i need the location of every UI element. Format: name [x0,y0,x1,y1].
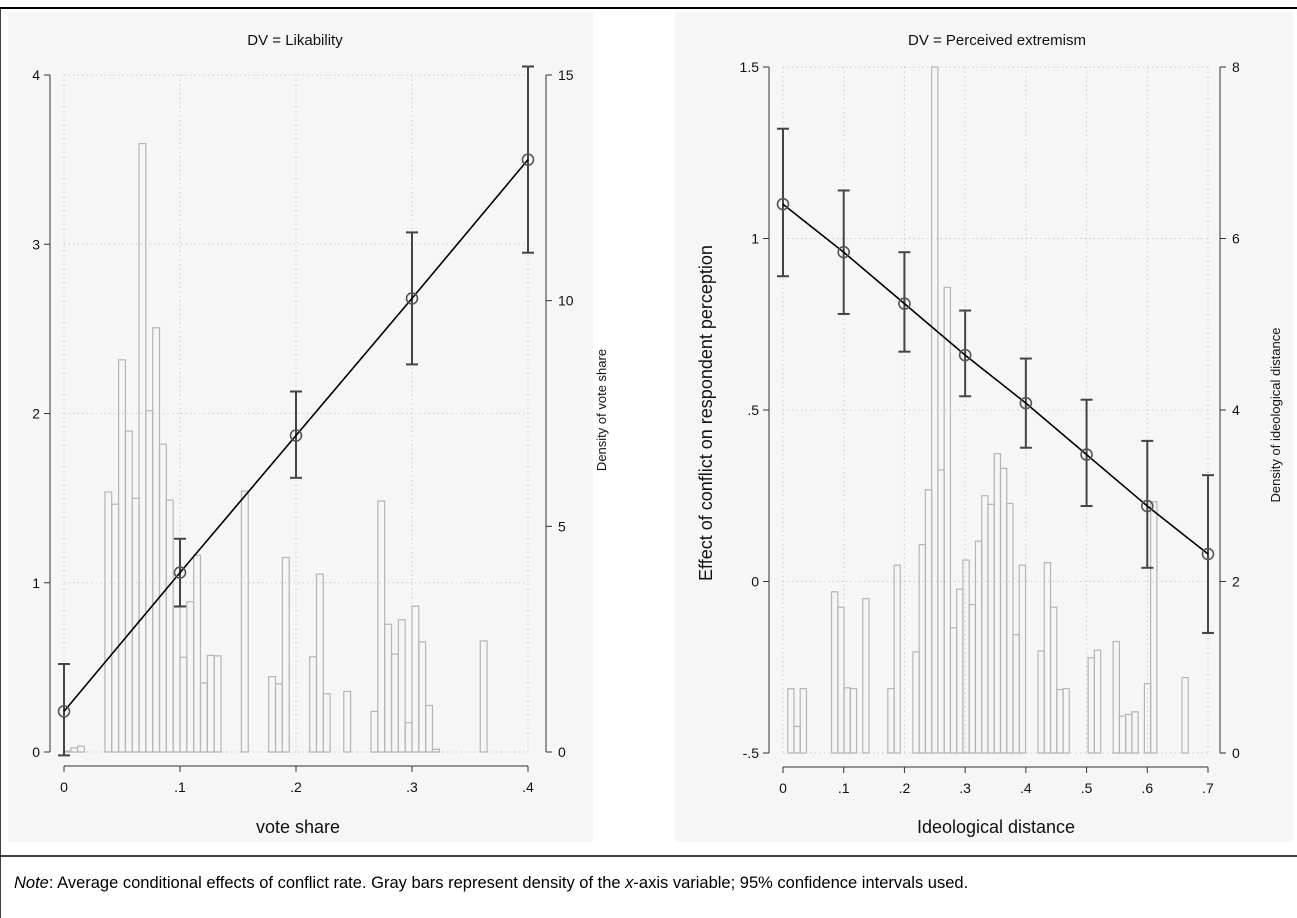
histogram-bar [397,619,406,753]
y2-tick-label: 15 [558,67,574,83]
x-axis-label: Ideological distance [917,817,1075,837]
x-tick-label: .4 [1020,780,1032,796]
y-axis-label: Effect of conflict on respondent percept… [696,245,716,581]
histogram-bar [787,688,795,754]
series-line [63,159,529,712]
x-tick-label: .1 [174,779,186,795]
histogram-bar [193,554,202,753]
x-tick-label: .7 [1202,780,1214,796]
histogram-bar [418,641,427,753]
y-tick-label: 4 [32,67,40,83]
x-tick-label: 0 [779,780,787,796]
series-line [782,203,1209,555]
histogram-bar [837,606,845,754]
histogram-bar [425,704,434,753]
chart-title: DV = Likability [247,32,343,49]
x-tick-label: .3 [406,779,418,795]
y2-axis-label: Density of ideological distance [1268,328,1283,503]
chart-panel-2: -.5 0 .5 1 1.5 0 .1 .2 .3 .4 .5 .6 .7 0 2 4 6 8 DV = Perce… [675,12,1293,842]
y2-tick-label: 10 [558,293,574,309]
data-point [958,348,972,362]
y-tick-label: 0 [32,744,40,760]
histogram-bar [799,688,808,754]
x-tick-label: 0 [60,779,68,795]
data-point [776,197,790,211]
y2-tick-label: 8 [1232,59,1240,75]
histogram-bar [1062,688,1070,754]
x-tick-label: .4 [522,779,534,795]
data-point [1080,448,1093,461]
histogram-bar [281,556,290,753]
data-point [57,705,71,718]
y-tick-label: 2 [32,406,40,422]
histogram-bar [1181,676,1189,754]
data-point [898,297,911,310]
y2-tick-label: 2 [1232,574,1240,590]
chart-title: DV = Perceived extremism [908,32,1086,49]
histogram-bar [213,655,222,753]
data-point [521,153,535,166]
x-tick-label: .2 [899,780,911,796]
y2-axis-label: Density of vote share [594,349,609,471]
x-tick-label: .2 [290,779,302,795]
y2-tick-label: 4 [1232,402,1240,418]
histogram-bar [943,286,952,754]
x-tick-label: .1 [838,780,850,796]
y2-tick-label: 5 [558,518,566,534]
panel-background [675,12,1293,842]
histogram-bar [1112,640,1120,754]
data-point [837,245,851,259]
histogram-bar [1006,502,1014,754]
histogram-bar [240,490,249,753]
y-tick-label: 0 [751,574,759,590]
histogram-bar [315,573,324,753]
data-point [1140,499,1154,513]
histogram-bar [343,690,352,753]
data-point [173,566,187,579]
histogram-bar [849,688,858,754]
data-point [1201,547,1215,561]
y-tick-label: 1.5 [740,59,760,75]
y2-tick-label: 0 [558,744,566,760]
chart-panel-1: 0 1 2 3 4 0 .1 .2 .3 .4 0 5 10 15 DV = Likability vote … [8,12,609,842]
histogram-bar [77,745,86,753]
histogram-bar [931,66,939,754]
histogram-bar [322,693,331,753]
histogram-bar [893,564,901,754]
y-tick-label: .5 [747,402,759,418]
note-prefix: Note [14,874,49,892]
x-tick-label: .6 [1141,780,1153,796]
figure-note: Note: Average conditional effects of con… [14,874,968,893]
y-tick-label: 1 [32,575,40,591]
data-point [1019,396,1033,410]
histogram-bar [1018,564,1027,754]
histogram-bar [1093,649,1102,754]
histogram-bar [431,748,440,753]
histogram-bar [862,598,870,754]
y2-tick-label: 6 [1232,231,1240,247]
x-tick-label: .5 [1081,780,1093,796]
histogram-bar [1150,501,1158,754]
x-tick-label: .3 [959,780,971,796]
y-tick-label: -.5 [743,745,760,761]
y-tick-label: 1 [751,231,759,247]
histogram-bar [479,640,488,753]
note-text-before: : Average conditional effects of conflic… [48,874,626,892]
data-point [289,429,303,442]
y-tick-label: 3 [32,236,40,252]
histogram-bar [1131,711,1139,754]
y2-tick-label: 0 [1232,745,1240,761]
note-text-after: -axis variable; 95% confidence intervals… [633,874,969,892]
data-point [405,292,419,305]
histogram-bar [1049,606,1058,754]
note-italic-x: x [625,874,634,892]
panel-background [8,12,593,842]
x-axis-label: vote share [256,817,340,837]
